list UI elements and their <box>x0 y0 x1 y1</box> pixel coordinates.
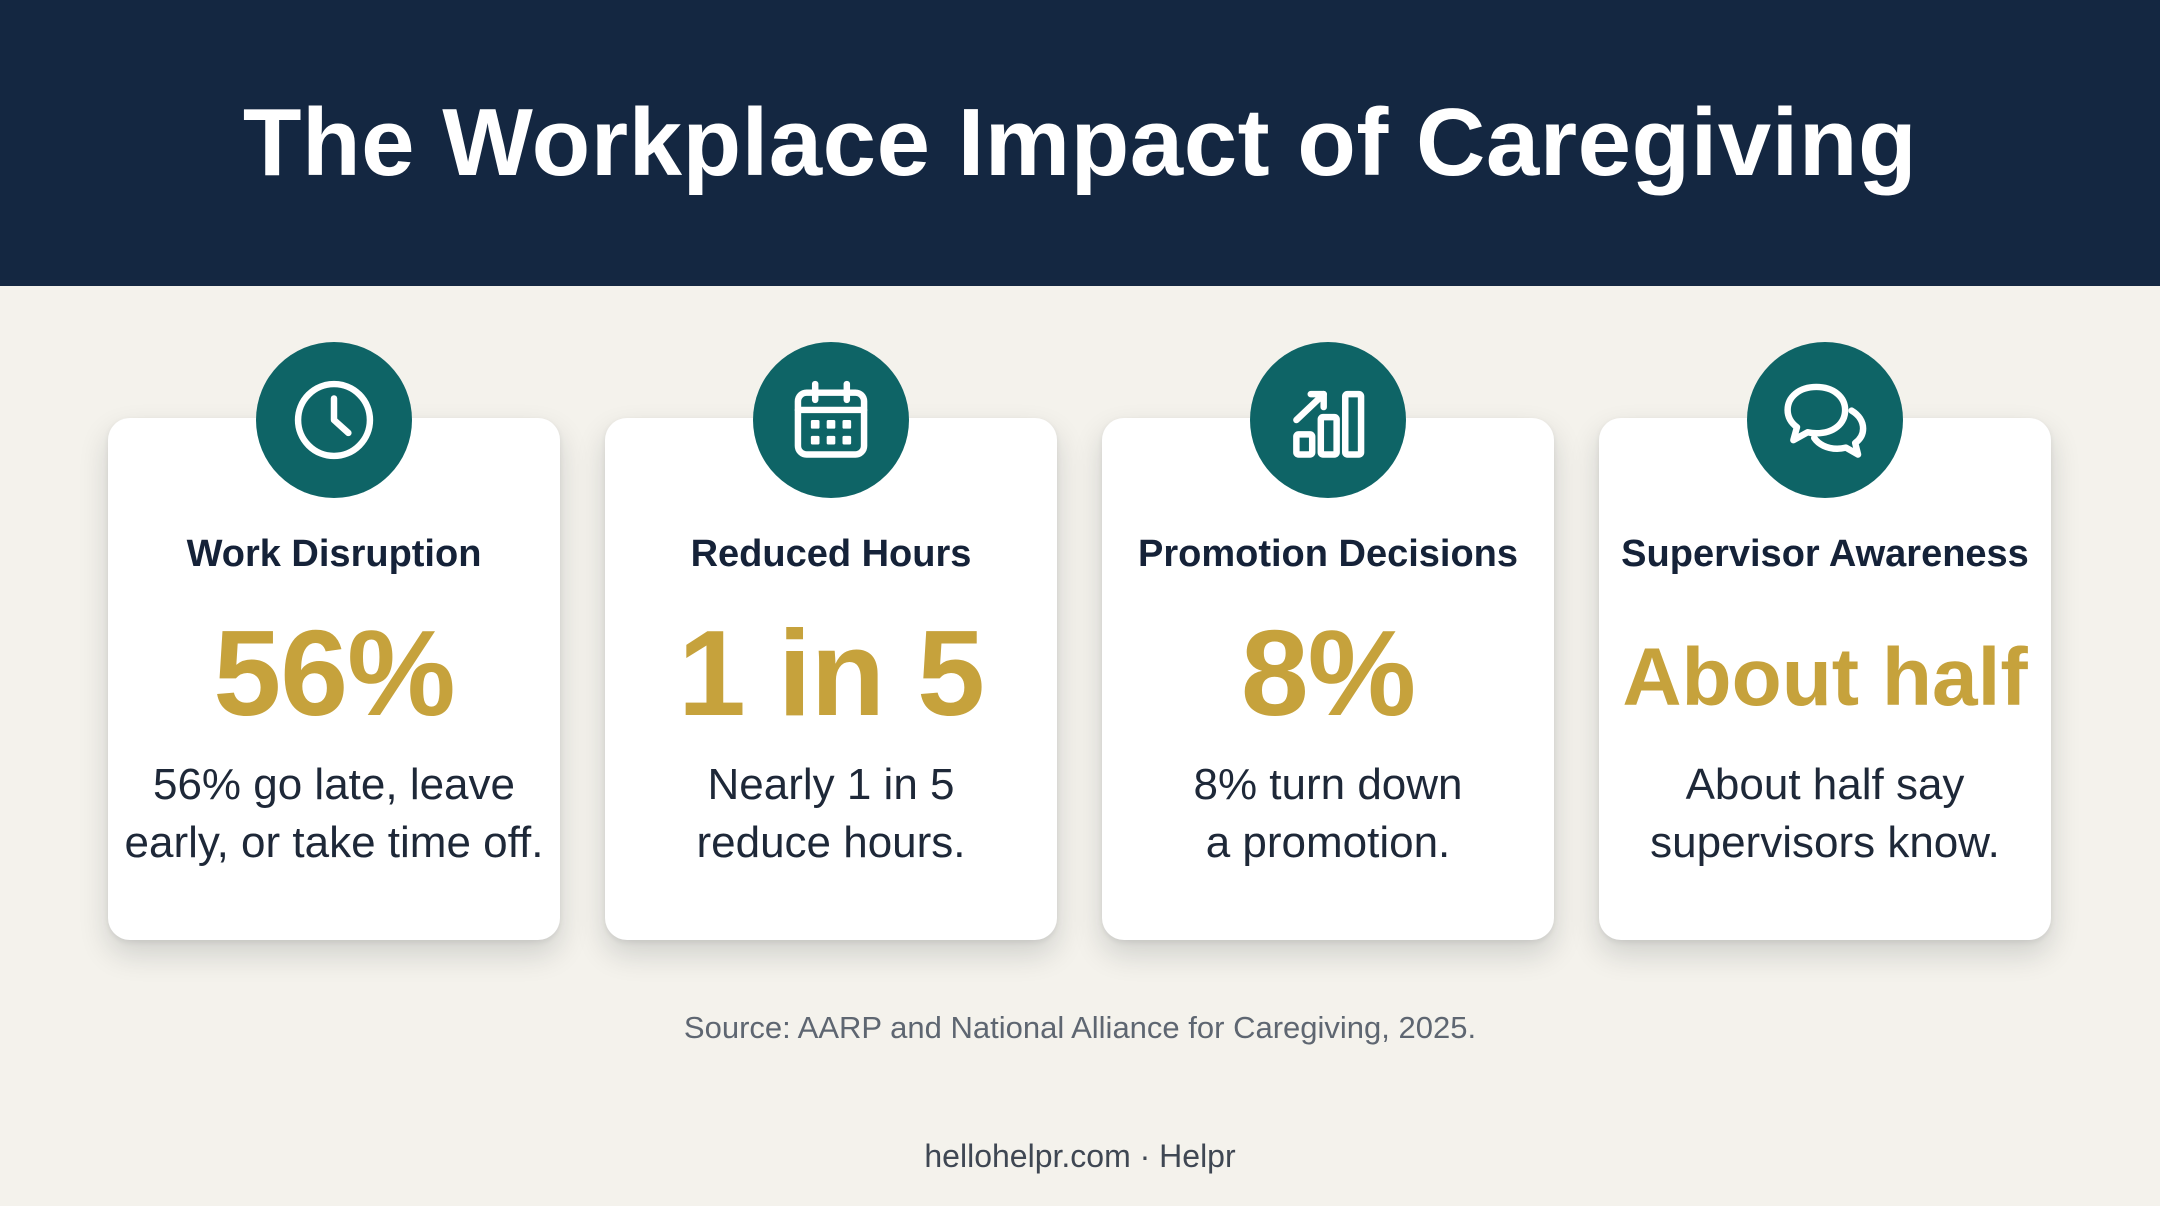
clock-icon <box>256 342 412 498</box>
card-stat: 8% <box>1240 605 1416 741</box>
card-description-line: 8% turn down <box>1193 760 1463 809</box>
card-description-line: a promotion. <box>1205 818 1451 867</box>
card-title: Supervisor Awareness <box>1621 533 2029 575</box>
card-supervisor-awareness: Supervisor Awareness About half About ha… <box>1599 342 2051 940</box>
card-description-line: early, or take time off. <box>124 818 544 867</box>
card-description-line: reduce hours. <box>696 818 966 867</box>
calendar-icon <box>753 342 909 498</box>
card-work-disruption: Work Disruption 56% 56% go late, leave e… <box>108 342 560 940</box>
card-promotion-decisions: Promotion Decisions 8% 8% turn down a pr… <box>1102 342 1554 940</box>
stat-cards: Work Disruption 56% 56% go late, leave e… <box>108 342 2052 940</box>
card-title: Promotion Decisions <box>1137 533 1519 575</box>
card-description-line: supervisors know. <box>1650 818 2000 867</box>
card-stat: About half <box>1622 632 2028 723</box>
card-description: 8% turn down a promotion. <box>1112 756 1544 872</box>
card-description: Nearly 1 in 5 reduce hours. <box>615 756 1047 872</box>
card-title: Work Disruption <box>186 533 482 575</box>
card-title: Reduced Hours <box>690 533 972 575</box>
card-description-line: Nearly 1 in 5 <box>707 760 955 809</box>
card-reduced-hours: Reduced Hours 1 in 5 Nearly 1 in 5 reduc… <box>605 342 1057 940</box>
header-banner: The Workplace Impact of Caregiving <box>0 0 2160 286</box>
card-description-line: 56% go late, leave <box>152 760 516 809</box>
card-stat: 1 in 5 <box>678 605 985 741</box>
bar-chart-icon <box>1250 342 1406 498</box>
card-description: About half say supervisors know. <box>1609 756 2041 872</box>
source-citation: Source: AARP and National Alliance for C… <box>683 1010 1477 1045</box>
chat-bubbles-icon <box>1747 342 1903 498</box>
card-stat: 56% <box>213 605 455 741</box>
page-title: The Workplace Impact of Caregiving <box>242 89 1918 196</box>
card-description: 56% go late, leave early, or take time o… <box>118 756 550 872</box>
footer-credit: hellohelpr.com · Helpr <box>924 1138 1236 1174</box>
card-description-line: About half say <box>1685 760 1965 809</box>
